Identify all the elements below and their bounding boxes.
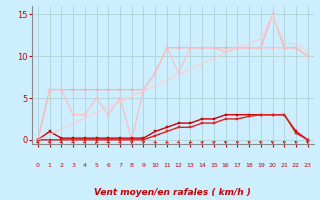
X-axis label: Vent moyen/en rafales ( km/h ): Vent moyen/en rafales ( km/h ) — [94, 188, 251, 197]
